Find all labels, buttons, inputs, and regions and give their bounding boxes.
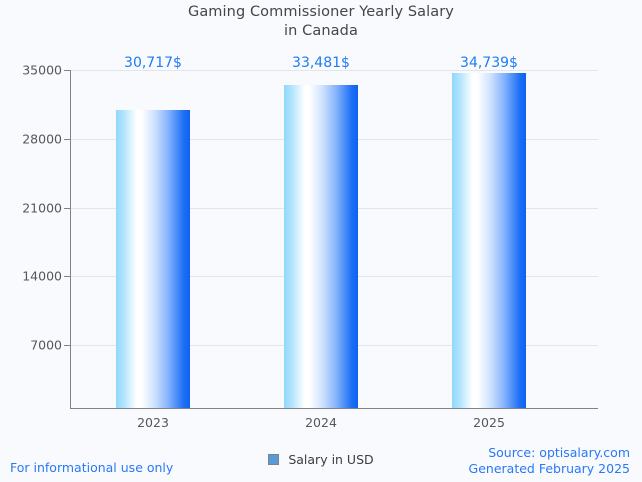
y-tick-label-21000: 21000	[22, 200, 62, 216]
bar-value-label-2023: 30,717$	[124, 55, 182, 71]
y-tick-label-14000: 14000	[22, 268, 62, 284]
y-tick-mark-21000	[64, 208, 70, 209]
y-tick-mark-14000	[64, 276, 70, 277]
source-line: Source: optisalary.com	[488, 445, 630, 460]
y-axis-labels: 35000 28000 21000 14000 7000	[0, 0, 62, 482]
legend-item-label-salary-in-usd[interactable]: Salary in USD	[288, 452, 374, 467]
generated-line: Generated February 2025	[468, 461, 630, 476]
y-axis-line	[70, 70, 71, 409]
x-tick-label-2024: 2024	[305, 415, 337, 430]
legend-swatch-icon	[268, 454, 280, 465]
source-note: Source: optisalary.com Generated Februar…	[469, 445, 630, 477]
y-tick-mark-35000	[64, 70, 70, 71]
chart-legend: Salary in USD	[0, 452, 642, 467]
y-tick-label-28000: 28000	[22, 131, 62, 147]
chart-title-line-1: Gaming Commissioner Yearly Salary	[187, 4, 454, 20]
y-tick-mark-7000	[64, 345, 70, 346]
chart-title-line-2: in Canada	[284, 23, 358, 39]
bar-value-label-2024: 33,481$	[292, 55, 350, 71]
x-axis-line	[70, 408, 598, 409]
y-tick-label-35000: 35000	[22, 62, 62, 78]
x-tick-label-2025: 2025	[473, 415, 505, 430]
y-tick-mark-28000	[64, 139, 70, 140]
y-tick-label-7000: 7000	[30, 337, 62, 353]
chart-title: Gaming Commissioner Yearly Salary in Cana…	[0, 3, 642, 41]
bar-2024[interactable]	[284, 85, 358, 408]
bar-2025[interactable]	[452, 73, 526, 408]
gridline-35000	[70, 70, 598, 71]
bar-2023[interactable]	[116, 110, 190, 408]
disclaimer-note: For informational use only	[10, 460, 174, 475]
x-tick-label-2023: 2023	[137, 415, 169, 430]
bar-value-label-2025: 34,739$	[460, 55, 518, 71]
